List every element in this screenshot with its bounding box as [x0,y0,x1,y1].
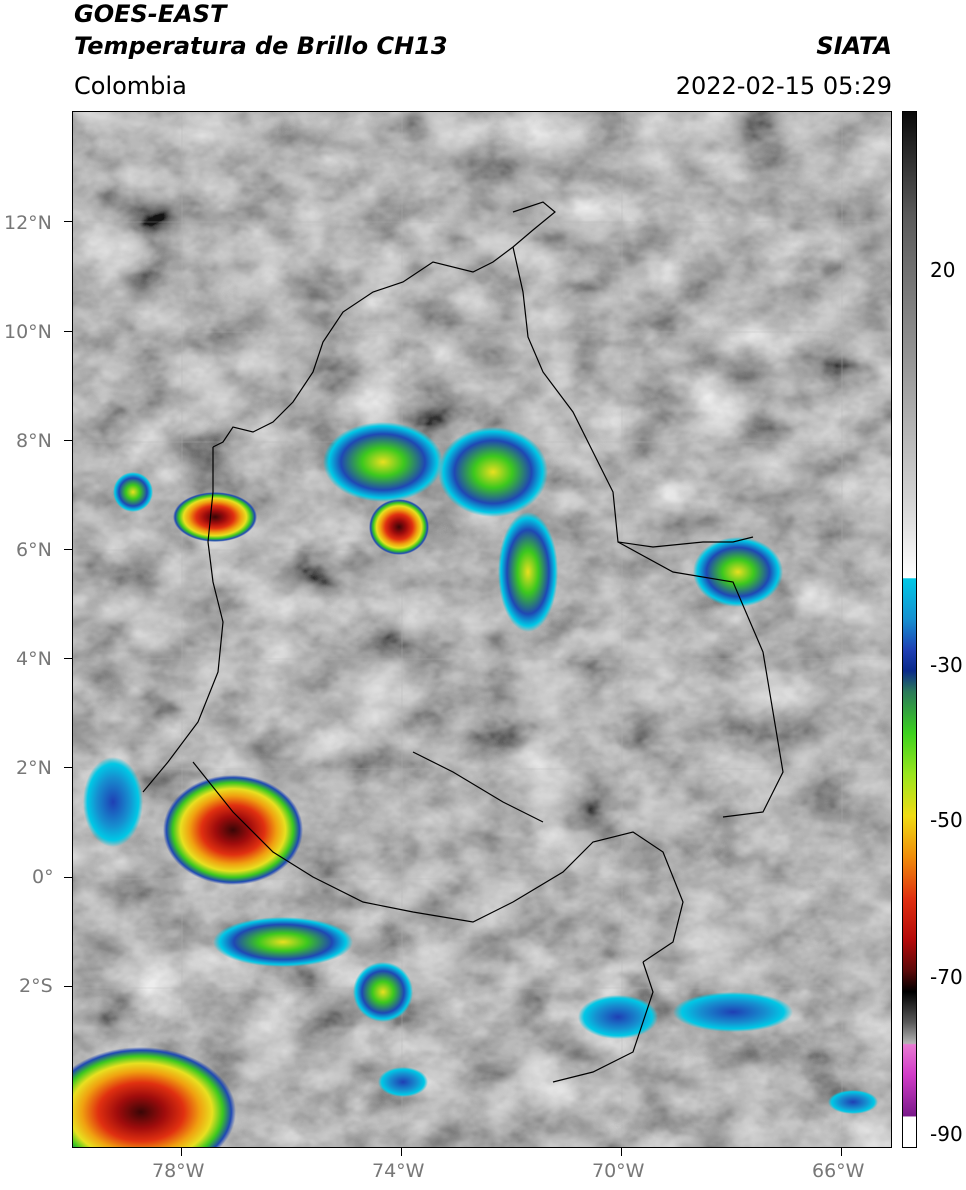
map-canvas [73,112,891,1147]
lat-label-2n: 2°N [16,757,52,779]
cold-top-far-east [828,1090,878,1114]
weak-cell-east [438,427,548,517]
lat-tick [64,440,72,441]
lon-tick [621,1148,622,1156]
cold-top-south-east [673,992,793,1032]
cold-top-coast [83,757,143,847]
borders [142,201,784,1083]
lat-label-4n: 4°N [16,648,52,670]
colorbar-label-minus70: -70 [930,965,963,989]
lat-tick [64,986,72,987]
colorbar-label-20: 20 [930,258,956,282]
venezuela-border [512,246,754,548]
lon-label-78w: 78°W [152,1160,205,1182]
lat-tick [64,877,72,878]
datetime-label: 2022-02-15 05:29 [675,72,892,100]
southern-border [192,761,684,963]
product-title: Temperatura de Brillo CH13 [74,32,448,60]
lat-label-2s: 2°S [19,975,53,997]
weak-cell-venezuela [693,537,783,607]
storm-cell-south-west [163,775,303,885]
lon-tick [181,1148,182,1156]
lat-tick [64,331,72,332]
weak-cell-llanos [498,512,558,632]
convective-cells [73,422,878,1147]
lat-label-12n: 12°N [4,212,52,234]
lon-label-66w: 66°W [812,1160,865,1182]
lon-label-70w: 70°W [592,1160,645,1182]
satellite-map [72,111,892,1148]
storm-cell-central [369,499,429,555]
lat-label-8n: 8°N [16,430,52,452]
pacific-coast [142,447,224,793]
lat-label-0: 0° [32,866,54,888]
cloud-texture [73,112,891,1147]
satellite-title: GOES-EAST [74,0,227,28]
cold-top-amazon [378,1067,428,1097]
weak-cell-pacific [113,472,153,512]
lat-tick [64,221,72,222]
internal-border [412,751,544,823]
lat-tick [64,549,72,550]
colorbar-label-minus90: -90 [930,1122,963,1146]
storm-cell-bottom-left [73,1047,236,1147]
lat-label-10n: 10°N [4,321,52,343]
lon-label-74w: 74°W [372,1160,425,1182]
source-label: SIATA [816,32,892,60]
colorbar-label-minus30: -30 [930,653,963,677]
peru-border [552,961,654,1083]
lat-tick [64,658,72,659]
caribbean-coast [212,201,556,448]
weak-cell-ecuador [213,917,353,967]
cold-top-south [578,995,658,1039]
lat-tick [64,767,72,768]
lon-tick [401,1148,402,1156]
colorbar-label-minus50: -50 [930,808,963,832]
region-label: Colombia [74,72,187,100]
lon-tick [841,1148,842,1156]
lat-label-6n: 6°N [16,539,52,561]
weak-cell-andes [323,422,443,502]
eastern-border [617,541,784,818]
weak-cell-amazon [353,962,413,1022]
storm-cell-north-west [173,492,257,542]
colorbar [902,111,917,1148]
